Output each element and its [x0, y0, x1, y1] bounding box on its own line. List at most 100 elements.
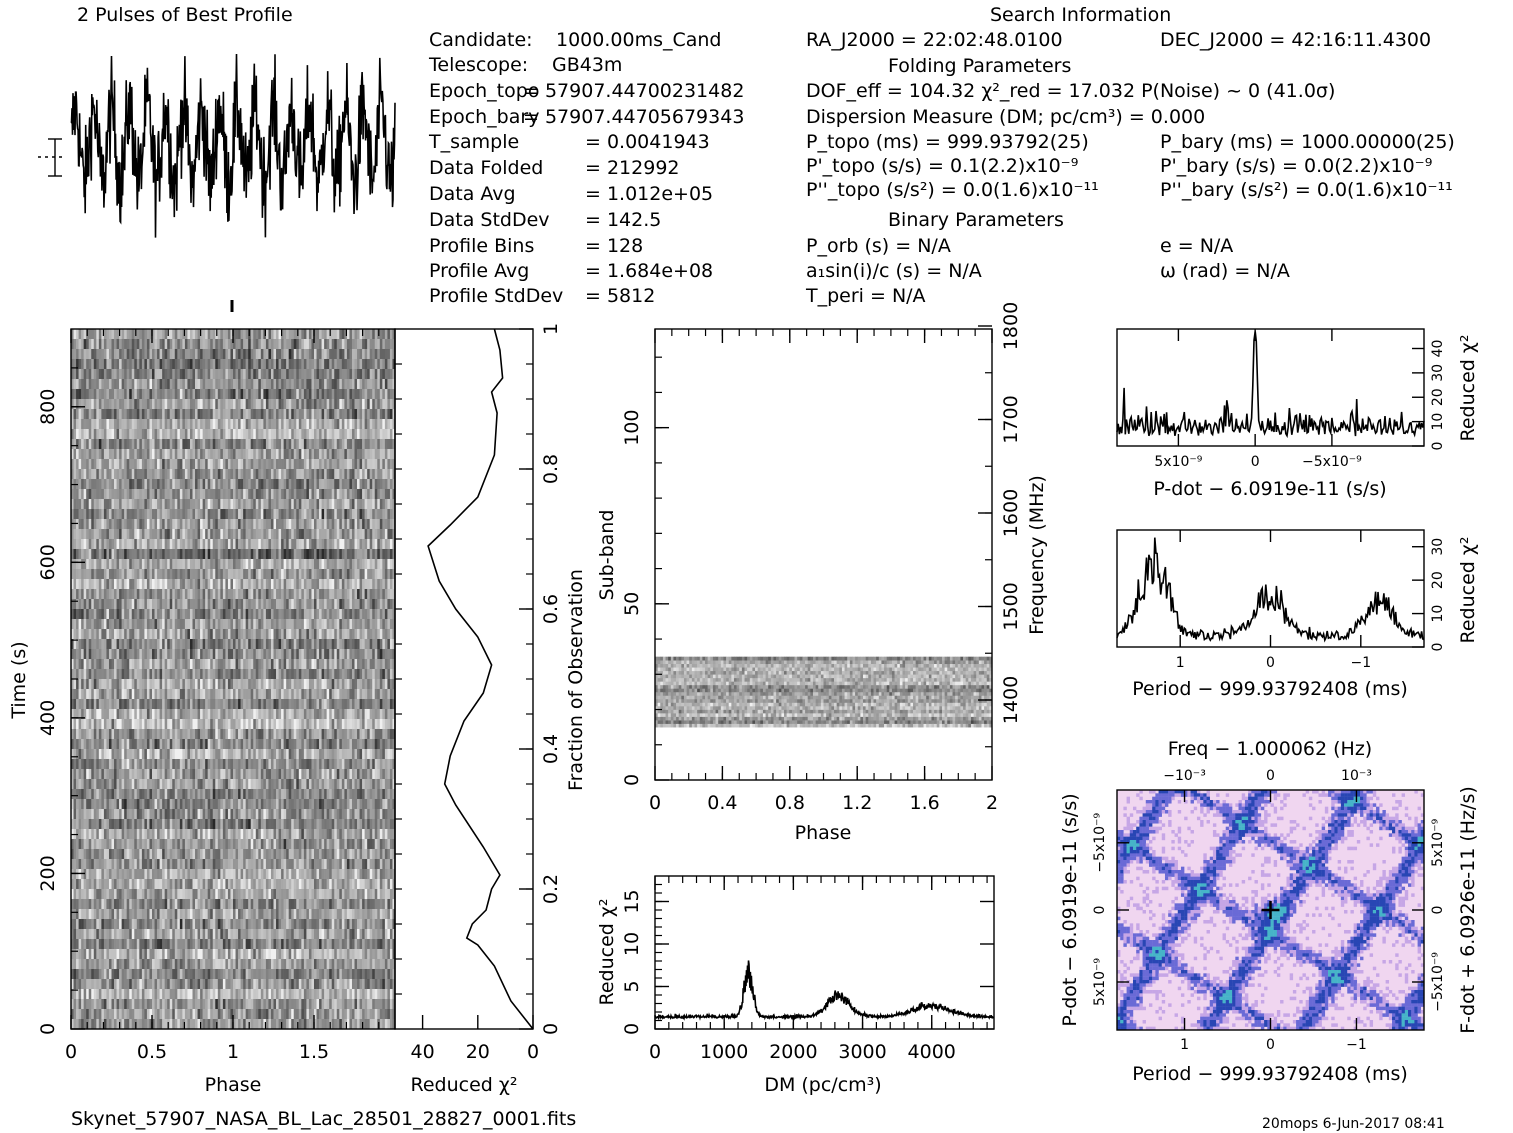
heatmap-cell	[233, 359, 236, 370]
heatmap-cell	[235, 659, 239, 670]
heatmap-cell	[346, 619, 350, 630]
heatmap-cell	[341, 349, 345, 360]
heatmap-cell	[179, 429, 183, 440]
heatmap-cell	[220, 399, 224, 410]
heatmap-cell	[273, 349, 277, 360]
heatmap-cell	[379, 449, 383, 460]
heatmap-cell	[141, 359, 145, 370]
heatmap-cell	[243, 669, 246, 680]
heatmap-cell	[131, 649, 135, 660]
heatmap-cell	[319, 329, 322, 340]
heatmap-cell	[121, 549, 125, 560]
heatmap-cell	[379, 509, 383, 520]
heatmap-cell	[91, 509, 95, 520]
heatmap-cell	[101, 389, 105, 400]
heatmap-cell	[141, 389, 145, 400]
heatmap-cell	[227, 329, 231, 340]
heatmap-cell	[384, 549, 388, 560]
heatmap-cell	[108, 659, 112, 670]
heatmap-cell	[144, 599, 148, 610]
heatmap-cell	[303, 399, 307, 410]
heatmap-cell	[119, 329, 122, 340]
heatmap-cell	[235, 669, 239, 680]
heatmap-cell	[111, 419, 115, 430]
heatmap-cell	[354, 669, 358, 680]
heatmap-cell	[210, 499, 214, 510]
heatmap-cell	[200, 429, 203, 440]
heatmap-cell	[91, 669, 95, 680]
heatmap-cell	[346, 549, 350, 560]
heatmap-cell	[278, 529, 282, 540]
heatmap-cell	[174, 639, 178, 650]
heatmap-cell	[364, 659, 368, 670]
heatmap-cell	[245, 439, 249, 450]
heatmap-cell	[321, 489, 325, 500]
heatmap-cell	[225, 429, 229, 440]
heatmap-cell	[154, 589, 158, 600]
heatmap-cell	[136, 439, 140, 450]
heatmap-cell	[129, 609, 133, 620]
heatmap-cell	[212, 479, 216, 490]
heatmap-cell	[392, 429, 395, 440]
heatmap-cell	[374, 539, 378, 550]
heatmap-cell	[281, 499, 284, 510]
heatmap-cell	[174, 359, 178, 370]
heatmap-cell	[78, 619, 82, 630]
heatmap-cell	[195, 539, 198, 550]
heatmap-cell	[316, 579, 320, 590]
heatmap-cell	[227, 679, 231, 690]
heatmap-cell	[339, 359, 343, 370]
heatmap-cell	[389, 569, 393, 580]
heatmap-cell	[230, 699, 234, 710]
heatmap-cell	[293, 439, 297, 450]
heatmap-cell	[255, 579, 259, 590]
heatmap-cell	[71, 329, 74, 340]
heatmap-cell	[114, 599, 117, 610]
heatmap-cell	[76, 549, 79, 560]
heatmap-cell	[184, 419, 188, 430]
heatmap-cell	[336, 629, 340, 640]
heatmap-cell	[316, 519, 320, 530]
heatmap-cell	[172, 589, 176, 600]
heatmap-cell	[86, 549, 90, 560]
dec-value: DEC_J2000 = 42:16:11.4300	[1160, 29, 1431, 51]
heatmap-cell	[276, 539, 279, 550]
heatmap-cell	[364, 359, 368, 370]
heatmap-cell	[336, 569, 340, 580]
heatmap-cell	[131, 549, 135, 560]
heatmap-cell	[116, 529, 120, 540]
heatmap-cell	[316, 339, 320, 350]
heatmap-cell	[202, 429, 206, 440]
heatmap-cell	[288, 429, 292, 440]
heatmap-cell	[187, 509, 191, 520]
heatmap-cell	[169, 399, 173, 410]
heatmap-cell	[106, 409, 110, 420]
heatmap-cell	[339, 349, 343, 360]
heatmap-cell	[139, 399, 143, 410]
heatmap-cell	[253, 479, 257, 490]
heatmap-cell	[382, 429, 386, 440]
heatmap-cell	[119, 679, 122, 690]
heatmap-cell	[71, 679, 74, 690]
heatmap-cell	[374, 529, 378, 540]
heatmap-cell	[172, 379, 176, 390]
heatmap-cell	[139, 559, 143, 570]
heatmap-cell	[293, 349, 297, 360]
heatmap-cell	[129, 389, 133, 400]
heatmap-cell	[354, 379, 358, 390]
heatmap-cell	[346, 449, 350, 460]
heatmap-cell	[207, 539, 211, 550]
heatmap-cell	[260, 419, 264, 430]
heatmap-cell	[159, 639, 163, 650]
heatmap-cell	[336, 659, 340, 670]
heatmap-cell	[134, 379, 138, 390]
heatmap-cell	[139, 469, 143, 480]
heatmap-cell	[354, 629, 358, 640]
info-value: = 57907.44700231482	[523, 80, 744, 102]
heatmap-cell	[111, 669, 115, 680]
heatmap-cell	[157, 549, 160, 560]
heatmap-cell	[103, 409, 107, 420]
heatmap-cell	[331, 359, 335, 370]
heatmap-cell	[210, 689, 214, 700]
heatmap-cell	[351, 419, 355, 430]
